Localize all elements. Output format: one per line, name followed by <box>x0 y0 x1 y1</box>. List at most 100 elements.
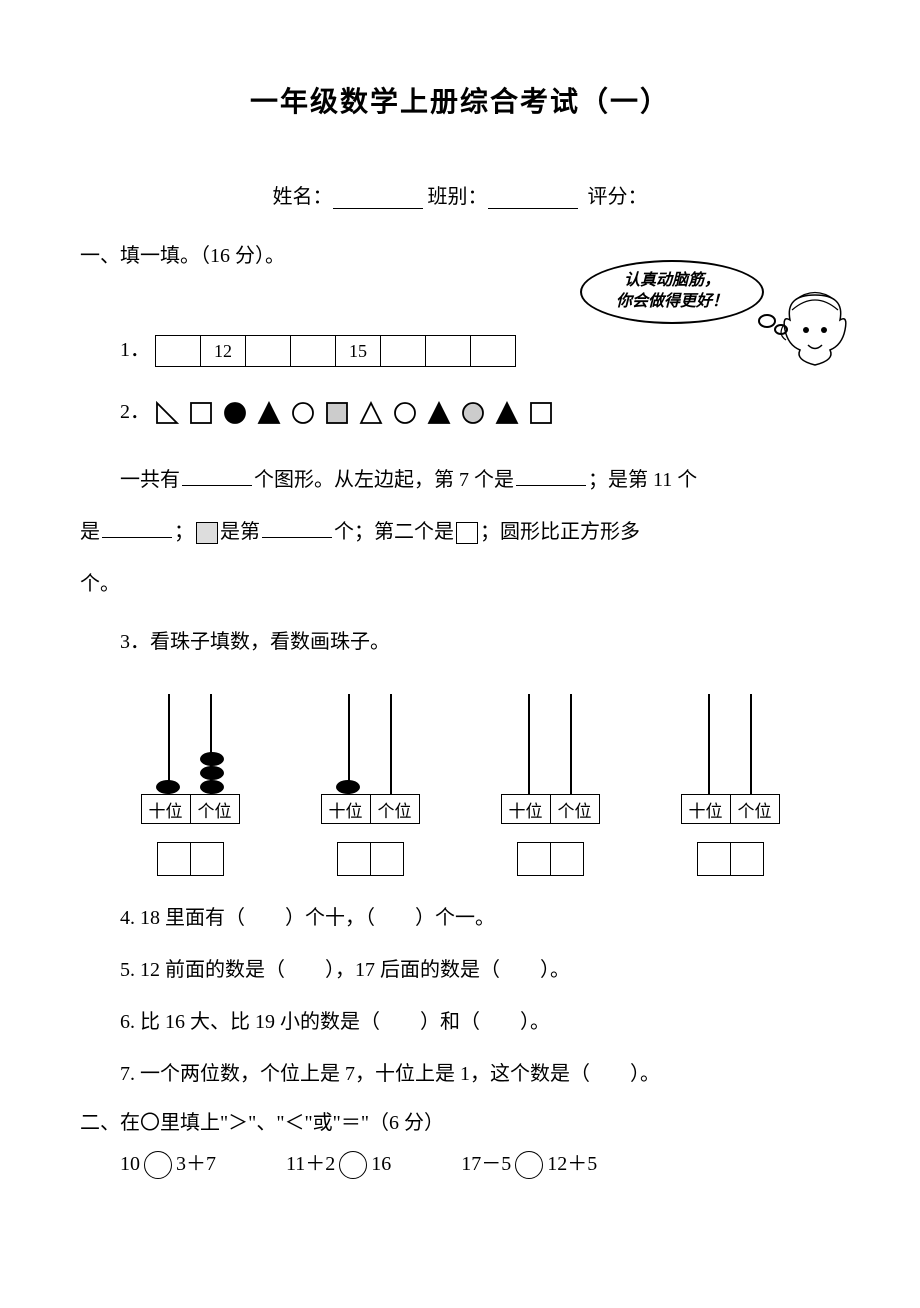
place-labels: 十位 个位 <box>321 794 420 824</box>
abacus-rods <box>500 694 600 794</box>
ones-label: 个位 <box>731 795 779 823</box>
answer-boxes[interactable] <box>337 842 404 876</box>
q2-text: ；圆形比正方形多 <box>480 521 640 543</box>
circle-icon <box>393 401 417 425</box>
compare-left: 11＋2 <box>286 1153 335 1175</box>
square-icon <box>456 522 478 544</box>
rtriangle-icon <box>155 401 179 425</box>
q1-cell[interactable] <box>246 336 291 366</box>
ones-label: 个位 <box>191 795 239 823</box>
place-labels: 十位 个位 <box>141 794 240 824</box>
q1-cell: 12 <box>201 336 246 366</box>
compare-left: 17－5 <box>461 1153 511 1175</box>
square-icon <box>529 401 553 425</box>
triangle-icon <box>359 401 383 425</box>
abacus-rods <box>680 694 780 794</box>
q2-label: 2． <box>120 401 150 423</box>
place-labels: 十位 个位 <box>681 794 780 824</box>
q2-text: 个。 <box>80 573 120 595</box>
section2-heading: 二、在〇里填上"＞"、"＜"或"＝"（6 分） <box>80 1106 840 1135</box>
compare-circle[interactable] <box>515 1151 543 1179</box>
fill-blank[interactable] <box>102 519 172 538</box>
triangle-icon <box>495 401 519 425</box>
q2-text: 是 <box>80 521 100 543</box>
triangle-icon <box>427 401 451 425</box>
score-label: 评分： <box>588 186 648 208</box>
fill-blank[interactable] <box>516 467 586 486</box>
answer-boxes[interactable] <box>697 842 764 876</box>
abacus: 十位 个位 <box>320 694 420 876</box>
compare-right: 12＋5 <box>547 1153 597 1175</box>
answer-boxes[interactable] <box>517 842 584 876</box>
abacus-row: 十位 个位 十位 个位 十位 个位 十位 <box>100 694 820 876</box>
bubble-line1: 认真动脑筋， <box>624 271 720 292</box>
q7-text: 7. 一个两位数，个位上是 7，十位上是 1，这个数是（ ）。 <box>120 1052 840 1096</box>
tens-label: 十位 <box>502 795 551 823</box>
page-title: 一年级数学上册综合考试（一） <box>80 80 840 120</box>
compare-item: 11＋2 16 <box>286 1147 391 1179</box>
fill-blank[interactable] <box>182 467 252 486</box>
abacus-rods <box>320 694 420 794</box>
speech-bubble: 认真动脑筋， 你会做得更好！ <box>580 260 764 324</box>
tens-label: 十位 <box>682 795 731 823</box>
q1-cell[interactable] <box>381 336 426 366</box>
bubble-dot-icon <box>758 314 776 328</box>
triangle-icon <box>257 401 281 425</box>
abacus-rods <box>140 694 240 794</box>
compare-right: 3＋7 <box>176 1153 216 1175</box>
section2-items: 10 3＋7 11＋2 16 17－5 12＋5 <box>120 1147 840 1179</box>
q1-cell: 15 <box>336 336 381 366</box>
q1-cell[interactable] <box>426 336 471 366</box>
q4-text: 4. 18 里面有（ ）个十，（ ）个一。 <box>120 896 840 940</box>
q2-paragraph: 是 ； 是第 个；第二个是 ；圆形比正方形多 <box>80 506 820 558</box>
square-icon <box>189 401 213 425</box>
compare-item: 17－5 12＋5 <box>461 1147 597 1179</box>
q1-number-boxes: 12 15 <box>155 335 516 367</box>
answer-boxes[interactable] <box>157 842 224 876</box>
compare-left: 10 <box>120 1153 140 1175</box>
fill-blank[interactable] <box>262 519 332 538</box>
q1-cell[interactable] <box>291 336 336 366</box>
motivational-bubble: 认真动脑筋， 你会做得更好！ <box>580 260 850 380</box>
compare-circle[interactable] <box>144 1151 172 1179</box>
name-label: 姓名： <box>273 186 333 208</box>
q2-text: ；是第 11 个 <box>588 469 697 491</box>
compare-item: 10 3＋7 <box>120 1147 216 1179</box>
square-icon <box>325 401 349 425</box>
q2-shape-row <box>155 401 553 425</box>
place-labels: 十位 个位 <box>501 794 600 824</box>
q5-text: 5. 12 前面的数是（ ），17 后面的数是（ ）。 <box>120 948 840 992</box>
q2-text: 个图形。从左边起，第 7 个是 <box>254 469 514 491</box>
q2-text: 个；第二个是 <box>334 521 454 543</box>
q1-cell[interactable] <box>156 336 201 366</box>
q1-cell[interactable] <box>471 336 515 366</box>
tens-label: 十位 <box>322 795 371 823</box>
abacus: 十位 个位 <box>500 694 600 876</box>
class-label: 班别： <box>428 186 488 208</box>
bubble-line2: 你会做得更好！ <box>616 292 728 313</box>
worksheet-page: 一年级数学上册综合考试（一） 姓名： 班别： 评分： 一、填一填。（16 分）。… <box>0 0 920 1308</box>
q1-label: 1． <box>120 339 150 361</box>
q3-label: 3．看珠子填数，看数画珠子。 <box>120 620 840 664</box>
q2-paragraph: 一共有个图形。从左边起，第 7 个是；是第 11 个 <box>120 454 820 506</box>
child-face-icon <box>780 290 850 370</box>
compare-circle[interactable] <box>339 1151 367 1179</box>
name-blank[interactable] <box>333 188 423 209</box>
q2-row: 2． <box>120 390 840 434</box>
ones-label: 个位 <box>371 795 419 823</box>
ones-label: 个位 <box>551 795 599 823</box>
q2-text: 是第 <box>220 521 260 543</box>
q6-text: 6. 比 16 大、比 19 小的数是（ ）和（ ）。 <box>120 1000 840 1044</box>
circle-icon <box>461 401 485 425</box>
q2-paragraph: 个。 <box>80 558 820 610</box>
abacus: 十位 个位 <box>140 694 240 876</box>
student-info-line: 姓名： 班别： 评分： <box>80 180 840 209</box>
compare-right: 16 <box>371 1153 391 1175</box>
tens-label: 十位 <box>142 795 191 823</box>
circle-icon <box>223 401 247 425</box>
circle-icon <box>291 401 315 425</box>
abacus: 十位 个位 <box>680 694 780 876</box>
gray-square-icon <box>196 522 218 544</box>
class-blank[interactable] <box>488 188 578 209</box>
q2-text: ； <box>174 521 194 543</box>
